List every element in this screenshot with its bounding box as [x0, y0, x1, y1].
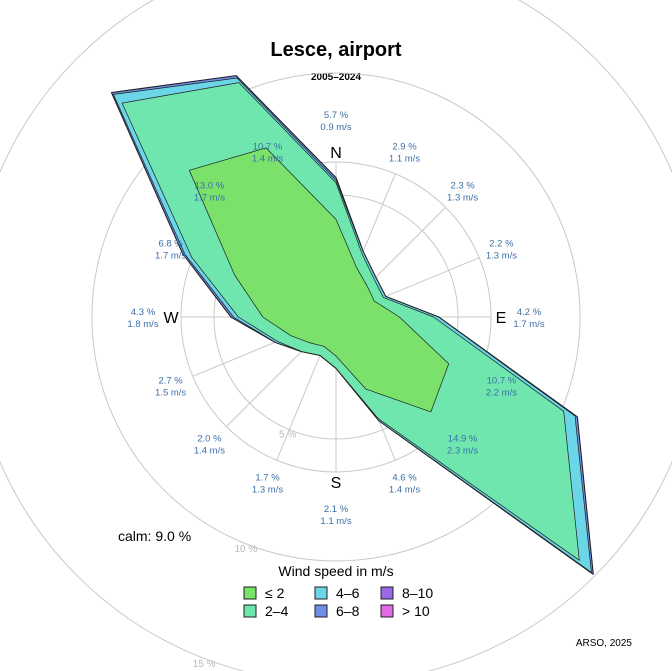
direction-frequency-label: 4.2 %	[517, 307, 542, 318]
credit-label: ARSO, 2025	[576, 638, 633, 649]
compass-label: S	[331, 475, 342, 492]
compass-labels: N E S W	[163, 145, 506, 492]
direction-speed-label: 1.3 m/s	[252, 484, 283, 495]
ring-labels: 5 % 10 % 15 %	[193, 430, 297, 670]
legend-label: 6–8	[336, 603, 360, 619]
compass-label: E	[496, 310, 507, 327]
compass-label: N	[330, 145, 342, 162]
direction-speed-label: 2.3 m/s	[447, 446, 478, 457]
direction-frequency-label: 14.9 %	[448, 434, 478, 445]
legend-label: ≤ 2	[265, 585, 285, 601]
direction-frequency-label: 2.1 %	[324, 504, 349, 515]
legend-label: 4–6	[336, 585, 360, 601]
legend-swatch	[314, 586, 328, 600]
direction-frequency-label: 2.3 %	[450, 180, 475, 191]
direction-speed-label: 1.3 m/s	[447, 192, 478, 203]
legend-label: 8–10	[402, 585, 433, 601]
legend: ≤ 2 2–4 4–6 6–8 8–10 > 10	[243, 585, 433, 619]
direction-speed-label: 1.7 m/s	[194, 192, 225, 203]
legend-swatch	[243, 604, 257, 618]
legend-swatch	[380, 604, 394, 618]
chart-title: Lesce, airport	[270, 39, 402, 61]
direction-frequency-label: 13.0 %	[195, 180, 225, 191]
legend-swatch	[380, 586, 394, 600]
legend-title: Wind speed in m/s	[278, 563, 393, 579]
speed-class-polygon	[188, 147, 450, 413]
direction-speed-label: 2.2 m/s	[486, 388, 517, 399]
direction-speed-label: 1.1 m/s	[320, 516, 351, 527]
direction-speed-label: 1.7 m/s	[513, 319, 544, 330]
legend-label: 2–4	[265, 603, 289, 619]
direction-frequency-label: 2.7 %	[158, 376, 183, 387]
legend-swatch	[314, 604, 328, 618]
ring-label: 15 %	[193, 659, 216, 670]
calm-label: calm: 9.0 %	[118, 528, 191, 544]
compass-label: W	[163, 310, 179, 327]
direction-speed-label: 1.7 m/s	[155, 251, 186, 262]
direction-speed-label: 1.3 m/s	[486, 251, 517, 262]
direction-speed-label: 1.5 m/s	[155, 388, 186, 399]
direction-speed-label: 1.1 m/s	[389, 154, 420, 165]
speed-class-polygons	[110, 75, 594, 575]
direction-frequency-label: 6.8 %	[158, 239, 183, 250]
direction-frequency-label: 2.9 %	[392, 142, 417, 153]
ring-label: 10 %	[235, 544, 258, 555]
direction-speed-label: 1.8 m/s	[127, 319, 158, 330]
direction-frequency-label: 4.6 %	[392, 472, 417, 483]
ring-label: 5 %	[279, 430, 296, 441]
direction-frequency-label: 2.2 %	[489, 239, 514, 250]
grid-ring	[91, 72, 581, 562]
direction-frequency-label: 5.7 %	[324, 110, 349, 121]
direction-speed-label: 1.4 m/s	[194, 446, 225, 457]
direction-speed-label: 1.4 m/s	[252, 154, 283, 165]
direction-labels: 5.7 %0.9 m/s2.9 %1.1 m/s2.3 %1.3 m/s2.2 …	[127, 110, 544, 527]
direction-frequency-label: 10.7 %	[253, 142, 283, 153]
direction-frequency-label: 4.3 %	[131, 307, 156, 318]
direction-frequency-label: 10.7 %	[487, 376, 517, 387]
chart-subtitle: 2005–2024	[311, 72, 361, 83]
legend-label: > 10	[402, 603, 430, 619]
legend-swatch	[243, 586, 257, 600]
direction-frequency-label: 1.7 %	[255, 472, 280, 483]
direction-speed-label: 1.4 m/s	[389, 484, 420, 495]
direction-frequency-label: 2.0 %	[197, 434, 222, 445]
direction-speed-label: 0.9 m/s	[320, 122, 351, 133]
